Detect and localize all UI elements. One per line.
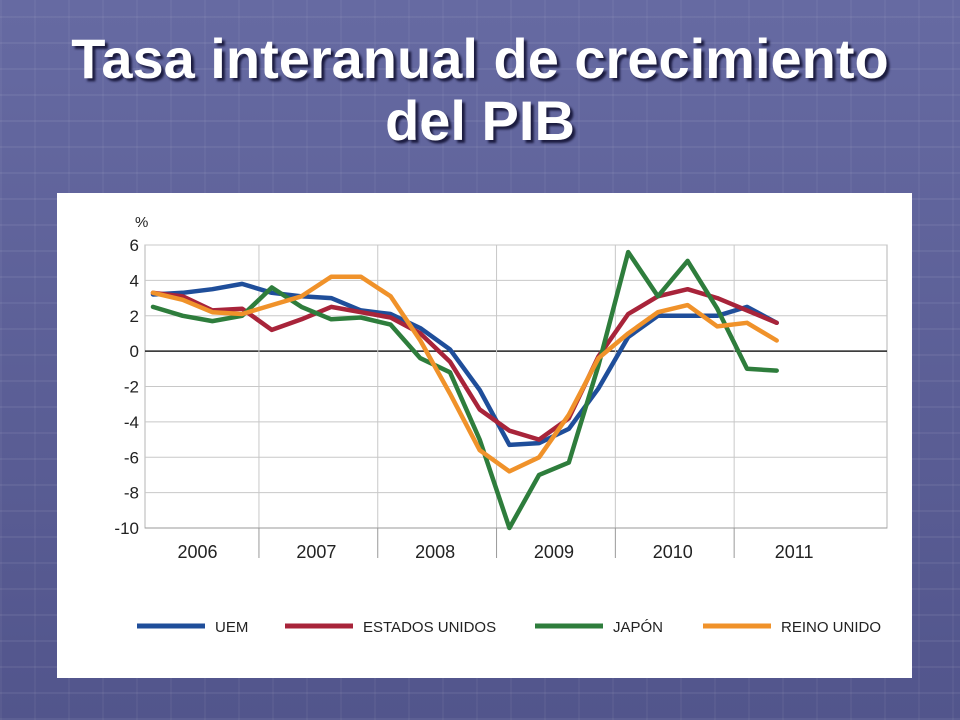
y-tick-label: -2 bbox=[124, 378, 139, 397]
series-line-3 bbox=[150, 249, 779, 531]
legend-label: UEM bbox=[215, 619, 248, 636]
legend-label: REINO UNIDO bbox=[781, 619, 881, 636]
x-tick-label: 2011 bbox=[775, 542, 814, 562]
y-axis-label: % bbox=[135, 214, 148, 231]
series-line-2 bbox=[150, 286, 779, 442]
y-tick-label: -8 bbox=[124, 484, 139, 503]
chart-panel: 6 4 2 0 -2 -4 -6 -8 -10% 2006 2007 2008 2009 2010 2011… bbox=[57, 193, 912, 678]
x-tick-label: 2007 bbox=[296, 542, 336, 562]
x-tick-label: 2006 bbox=[178, 542, 218, 562]
y-tick-label: -4 bbox=[124, 413, 139, 432]
x-tick-label: 2008 bbox=[415, 542, 455, 562]
x-tick-label: 2010 bbox=[653, 542, 693, 562]
y-tick-label: 0 bbox=[130, 342, 139, 361]
y-tick-label: 6 bbox=[130, 236, 139, 255]
gdp-growth-line-chart: 6 4 2 0 -2 -4 -6 -8 -10% 2006 2007 2008 2009 2010 2011… bbox=[114, 214, 888, 636]
series-line-4 bbox=[150, 274, 779, 474]
y-tick-label: -10 bbox=[114, 519, 139, 538]
slide-title-line-1: Tasa interanual de crecimiento bbox=[71, 27, 889, 90]
legend-label: ESTADOS UNIDOS bbox=[363, 619, 496, 636]
legend-label: JAPÓN bbox=[613, 619, 663, 636]
y-tick-label: -6 bbox=[124, 448, 139, 467]
y-tick-label: 2 bbox=[130, 307, 139, 326]
y-tick-label: 4 bbox=[130, 271, 139, 290]
x-tick-label: 2009 bbox=[534, 542, 574, 562]
slide-title-line-2: del PIB bbox=[385, 89, 575, 152]
series-line-1 bbox=[150, 281, 779, 448]
slide-title: Tasa interanual de crecimiento del PIB bbox=[0, 28, 960, 152]
